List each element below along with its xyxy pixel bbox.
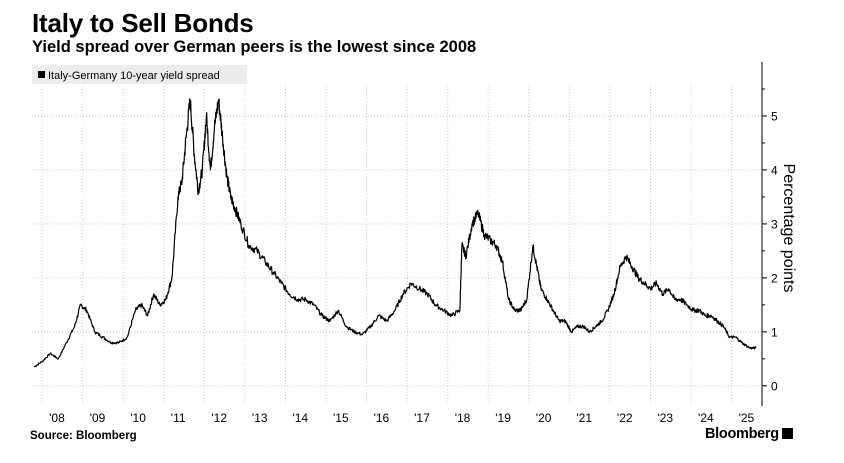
bloomberg-chart-icon [781,428,793,439]
x-tick-label: '18 [455,411,471,425]
y-axis: 0 1 2 3 4 5 [761,62,778,406]
x-tick-label: '22 [617,411,633,425]
x-tick-label: '08 [49,411,65,425]
x-tick-label: '16 [374,411,390,425]
x-tick-label: '12 [211,411,227,425]
y-tick-label: 3 [771,217,778,231]
x-tick-label: '09 [90,411,106,425]
x-tick-label: '15 [333,411,349,425]
y-tick-label: 4 [771,163,778,177]
x-tick-label: '14 [292,411,308,425]
x-tick-label: '25 [739,411,755,425]
y-tick-label: 0 [771,379,778,393]
chart-title: Italy to Sell Bonds [32,8,254,38]
x-tick-label: '10 [130,411,146,425]
source-note: Source: Bloomberg [30,430,137,442]
y-axis-label: Percentage points [780,164,797,293]
x-tick-label: '23 [657,411,673,425]
x-tick-label: '20 [536,411,552,425]
legend-background [32,65,247,84]
chart-subtitle: Yield spread over German peers is the lo… [32,38,477,56]
legend-label: Italy-Germany 10-year yield spread [48,70,220,82]
y-tick-label: 2 [771,271,778,285]
x-axis: '08 '09 '10 '11 '12 '13 '14 '15 '16 '17 '18 '19 '20 '… [49,411,754,425]
series-line-italy-germany-spread [33,98,757,368]
x-tick-label: '21 [576,411,592,425]
brand-text: Bloomberg [705,426,779,442]
x-tick-label: '17 [414,411,430,425]
x-tick-label: '11 [171,411,186,425]
grid-lines [32,86,760,402]
legend-swatch [38,71,45,78]
brand-logo: Bloomberg [705,426,793,442]
x-tick-label: '13 [252,411,268,425]
x-tick-label: '24 [698,411,714,425]
y-tick-label: 5 [771,109,778,123]
x-tick-label: '19 [495,411,511,425]
y-tick-label: 1 [771,325,778,339]
